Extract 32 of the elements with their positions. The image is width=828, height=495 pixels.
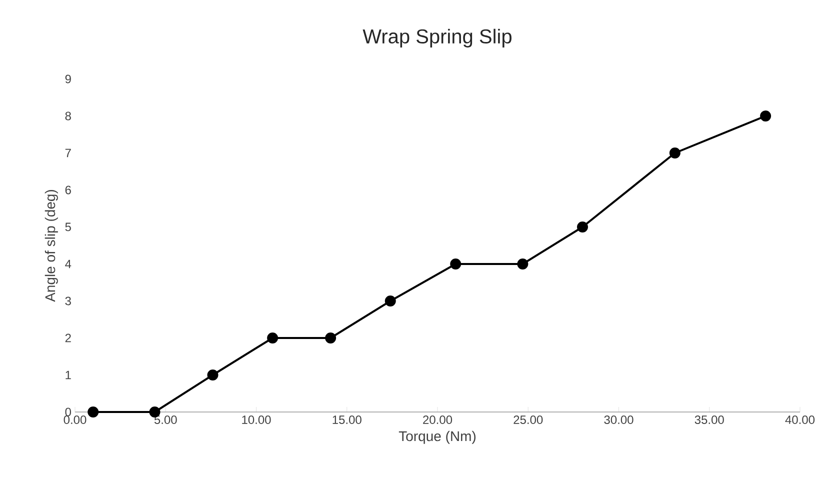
y-tick-label: 1 [66,370,71,380]
x-tick-label: 15.00 [332,416,362,424]
y-tick-label: 3 [65,296,71,306]
y-tick-label: 0 [65,408,72,416]
x-tick-label: 25.00 [514,416,543,424]
point [267,332,278,344]
point [577,221,588,232]
x-tick-label: 30.00 [604,416,634,424]
point [669,147,680,158]
point [384,295,396,306]
y-tick-label: 6 [65,186,71,194]
y-tick-label: 7 [65,148,71,158]
x-tick-label: 10.00 [242,416,271,424]
y-tick-label: 8 [65,112,71,120]
y-tick-label: 2 [65,334,71,342]
x-tick-label: 40.00 [785,416,815,424]
x-tick-label: 0.00 [64,416,86,424]
x-axis-title: Torque (Nm) [398,430,476,444]
point [149,406,160,418]
y-axis-title: Angle of slip (deg) [44,190,58,302]
point [517,258,528,270]
point [88,406,99,418]
x-tick-label: 35.00 [694,416,724,424]
point [207,369,218,380]
point [325,332,336,344]
y-tick-label: 9 [65,74,71,84]
x-tick-label: 20.00 [423,416,452,424]
point [760,110,772,122]
y-tick-label: 5 [65,222,71,232]
chart-title: Wrap Spring Slip [362,28,512,48]
point [450,258,462,270]
y-tick-label: 4 [65,260,72,268]
